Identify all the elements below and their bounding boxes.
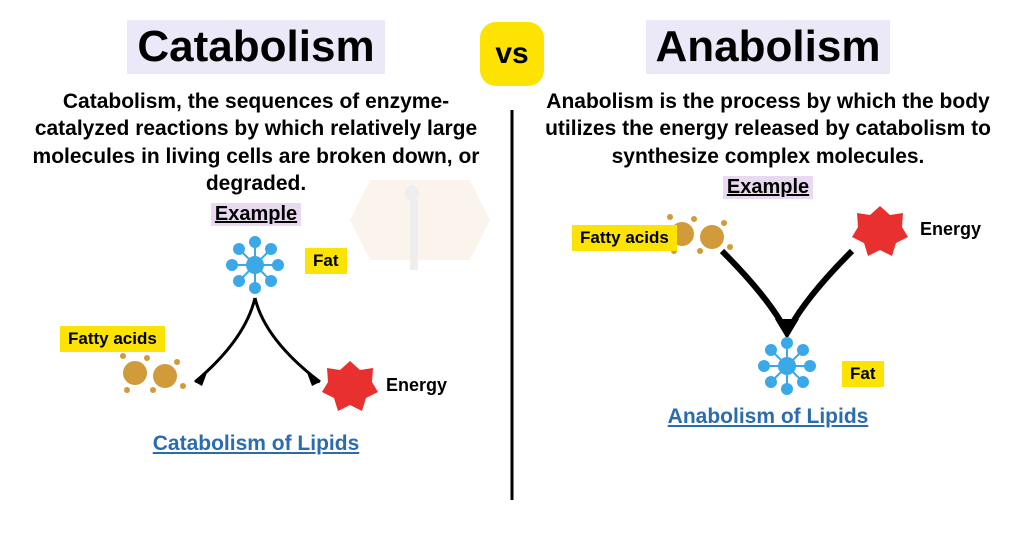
- anabolism-example-label: Example: [723, 176, 813, 199]
- anabolism-column: Anabolism Anabolism is the process by wh…: [512, 0, 1024, 555]
- anabolism-desc: Anabolism is the process by which the bo…: [542, 88, 994, 170]
- merge-arrow-icon: [697, 241, 877, 341]
- catabolism-diagram: Fat Fatty acids Energy: [30, 230, 482, 430]
- anabolism-caption: Anabolism of Lipids: [668, 405, 869, 429]
- fatty-acids-tag: Fatty acids: [572, 225, 677, 251]
- catabolism-title: Catabolism: [127, 20, 384, 74]
- fatty-acids-icon: [115, 348, 205, 403]
- vs-badge: vs: [480, 22, 544, 86]
- fat-molecule-icon: [752, 331, 822, 401]
- anabolism-title: Anabolism: [646, 20, 891, 74]
- catabolism-column: Catabolism Catabolism, the sequences of …: [0, 0, 512, 555]
- catabolism-desc: Catabolism, the sequences of enzyme-cata…: [30, 88, 482, 197]
- anabolism-diagram: Fatty acids Energy: [542, 203, 994, 403]
- catabolism-caption: Catabolism of Lipids: [153, 432, 360, 456]
- catabolism-example-label: Example: [211, 203, 301, 226]
- fat-tag: Fat: [842, 361, 884, 387]
- fat-tag: Fat: [305, 248, 347, 274]
- energy-label: Energy: [386, 375, 447, 396]
- center-divider: [511, 110, 514, 500]
- fatty-acids-tag: Fatty acids: [60, 326, 165, 352]
- energy-label: Energy: [920, 219, 981, 240]
- comparison-container: Catabolism Catabolism, the sequences of …: [0, 0, 1024, 555]
- energy-icon: [322, 358, 378, 414]
